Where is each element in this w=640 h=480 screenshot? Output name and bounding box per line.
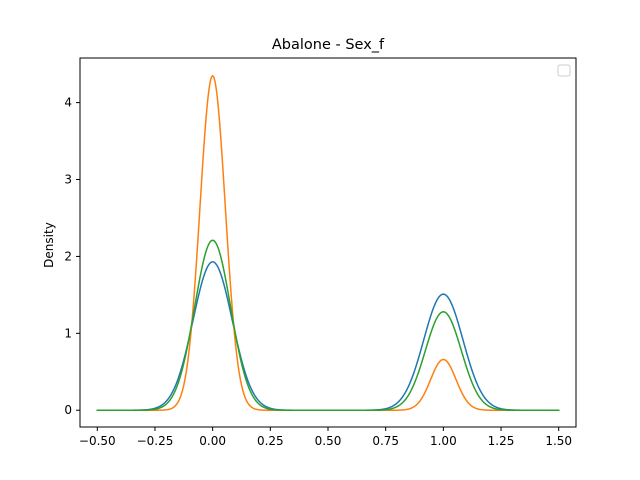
y-tick-label: 2 — [64, 249, 72, 263]
series-line-1 — [96, 261, 560, 411]
x-tick-label: 1.50 — [545, 434, 572, 448]
y-tick-label: 4 — [64, 96, 72, 110]
x-tick-label: 0.75 — [372, 434, 399, 448]
y-tick-label: 3 — [64, 173, 72, 187]
chart-title: Abalone - Sex_f — [272, 37, 385, 53]
x-tick-label: 1.25 — [488, 434, 515, 448]
x-tick-label: 1.00 — [430, 434, 457, 448]
x-tick-label: 0.00 — [199, 434, 226, 448]
y-tick-label: 0 — [64, 403, 72, 417]
y-tick-label: 1 — [64, 326, 72, 340]
series-line-3 — [96, 239, 560, 411]
x-tick-label: −0.25 — [137, 434, 174, 448]
plot-area — [96, 74, 560, 411]
x-tick-label: −0.50 — [79, 434, 116, 448]
legend-box — [557, 64, 571, 77]
plot-frame — [79, 57, 577, 428]
x-tick-label: 0.25 — [257, 434, 284, 448]
series-line-2 — [96, 74, 560, 411]
y-axis-label: Density — [42, 222, 56, 268]
x-tick-label: 0.50 — [315, 434, 342, 448]
